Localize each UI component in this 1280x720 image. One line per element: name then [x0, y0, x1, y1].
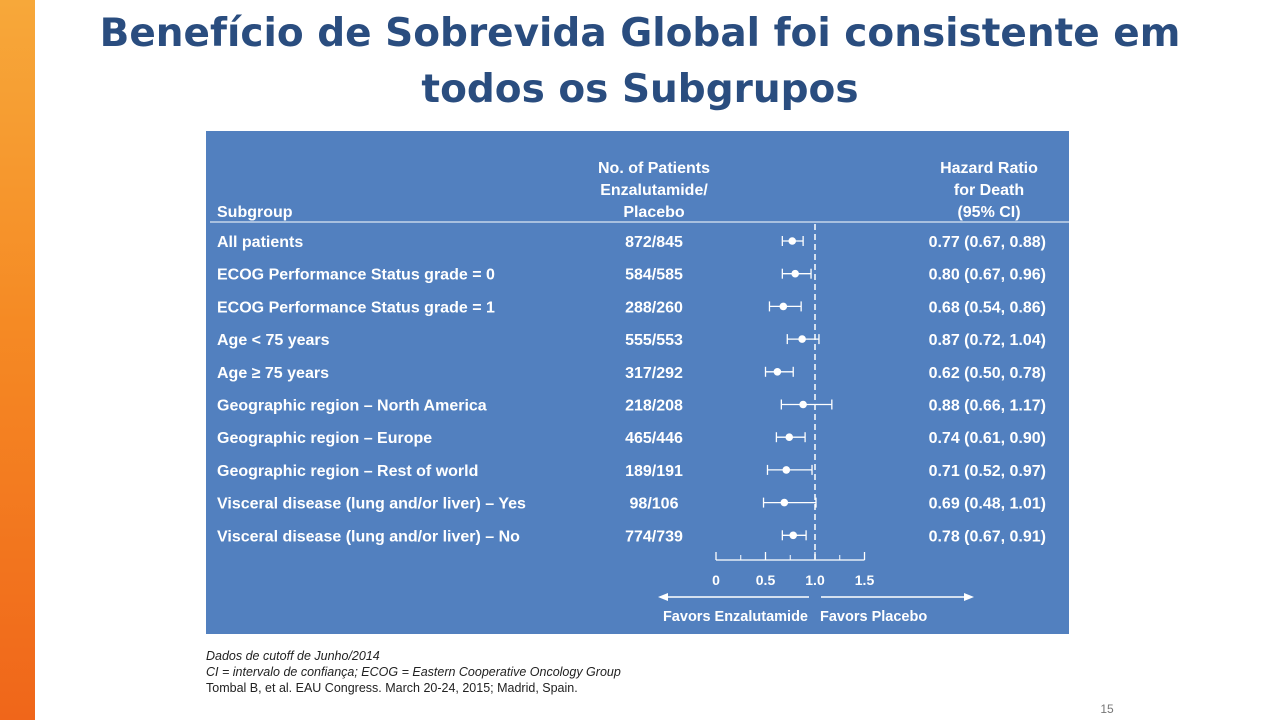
favors-placebo: Favors Placebo: [820, 609, 927, 625]
hr-point: [798, 335, 806, 343]
hr-point: [780, 498, 789, 507]
row-patients: 584/585: [625, 267, 683, 284]
row-hr-text: 0.77 (0.67, 0.88): [929, 234, 1046, 251]
slide-title-line2: todos os Subgrupos: [421, 67, 859, 112]
row-label: ECOG Performance Status grade = 1: [217, 299, 495, 316]
row-patients: 465/446: [625, 430, 683, 447]
row-patients: 218/208: [625, 398, 683, 415]
row-label: Geographic region – Rest of world: [217, 463, 478, 480]
footnotes: Dados de cutoff de Junho/2014 CI = inter…: [206, 648, 906, 696]
hr-point: [788, 237, 797, 245]
header-patients-line: Placebo: [623, 204, 685, 221]
row-label: Visceral disease (lung and/or liver) – N…: [217, 528, 520, 545]
row-hr-text: 0.88 (0.66, 1.17): [929, 398, 1046, 415]
header-patients-line: Enzalutamide/: [600, 182, 708, 199]
row-patients: 774/739: [625, 528, 683, 545]
row-hr-text: 0.62 (0.50, 0.78): [929, 365, 1046, 382]
header-subgroup: Subgroup: [217, 204, 293, 221]
x-tick-label: 0.5: [756, 572, 776, 588]
page-number: 15: [1100, 702, 1114, 716]
row-label: Visceral disease (lung and/or liver) – Y…: [217, 496, 526, 513]
hr-point: [779, 302, 788, 311]
row-hr-text: 0.68 (0.54, 0.86): [929, 299, 1046, 316]
row-label: Age < 75 years: [217, 332, 330, 349]
favors-enzalutamide: Favors Enzalutamide: [663, 609, 808, 625]
x-tick-label: 1.0: [805, 572, 825, 588]
row-label: Geographic region – Europe: [217, 430, 432, 447]
row-hr-text: 0.87 (0.72, 1.04): [929, 332, 1046, 349]
row-label: Geographic region – North America: [217, 398, 487, 415]
row-patients: 555/553: [625, 332, 683, 349]
footnote-cutoff: Dados de cutoff de Junho/2014: [206, 649, 380, 663]
row-patients: 288/260: [625, 299, 683, 316]
row-hr-text: 0.74 (0.61, 0.90): [929, 430, 1046, 447]
accent-sidebar: [0, 0, 35, 720]
row-label: Age ≥ 75 years: [217, 365, 329, 382]
slide-title: Benefício de Sobrevida Global foi consis…: [60, 6, 1220, 118]
row-hr-text: 0.71 (0.52, 0.97): [929, 463, 1046, 480]
footnote-reference: Tombal B, et al. EAU Congress. March 20-…: [206, 681, 578, 695]
favors-left-arrowhead: [658, 593, 668, 601]
row-label: All patients: [217, 234, 303, 251]
hr-point: [773, 368, 782, 376]
hr-point: [785, 433, 794, 442]
favors-right-arrowhead: [964, 593, 974, 601]
row-hr-text: 0.80 (0.67, 0.96): [929, 267, 1046, 284]
x-tick-label: 0: [712, 572, 720, 588]
row-patients: 872/845: [625, 234, 683, 251]
x-tick-label: 1.5: [855, 572, 875, 588]
row-hr-text: 0.69 (0.48, 1.01): [929, 496, 1046, 513]
slide-title-line1: Benefício de Sobrevida Global foi consis…: [99, 11, 1181, 56]
header-hr-line: (95% CI): [957, 204, 1020, 221]
header-hr-line: for Death: [954, 182, 1024, 199]
row-label: ECOG Performance Status grade = 0: [217, 267, 495, 284]
row-patients: 98/106: [630, 496, 679, 513]
hr-point: [799, 400, 807, 409]
forest-plot-panel: Subgroup No. of Patients Enzalutamide/Plac…: [206, 131, 1069, 634]
header-hr-line: Hazard Ratio: [940, 160, 1038, 177]
row-hr-text: 0.78 (0.67, 0.91): [929, 528, 1046, 545]
hr-point: [791, 269, 799, 278]
row-patients: 317/292: [625, 365, 683, 382]
header-patients-line: No. of Patients: [598, 160, 710, 177]
hr-point: [782, 466, 791, 474]
footnote-abbreviations: CI = intervalo de confiança; ECOG = East…: [206, 665, 621, 679]
row-patients: 189/191: [625, 463, 683, 480]
forest-plot: Subgroup No. of Patients Enzalutamide/Plac…: [210, 160, 1069, 625]
hr-point: [789, 531, 798, 540]
